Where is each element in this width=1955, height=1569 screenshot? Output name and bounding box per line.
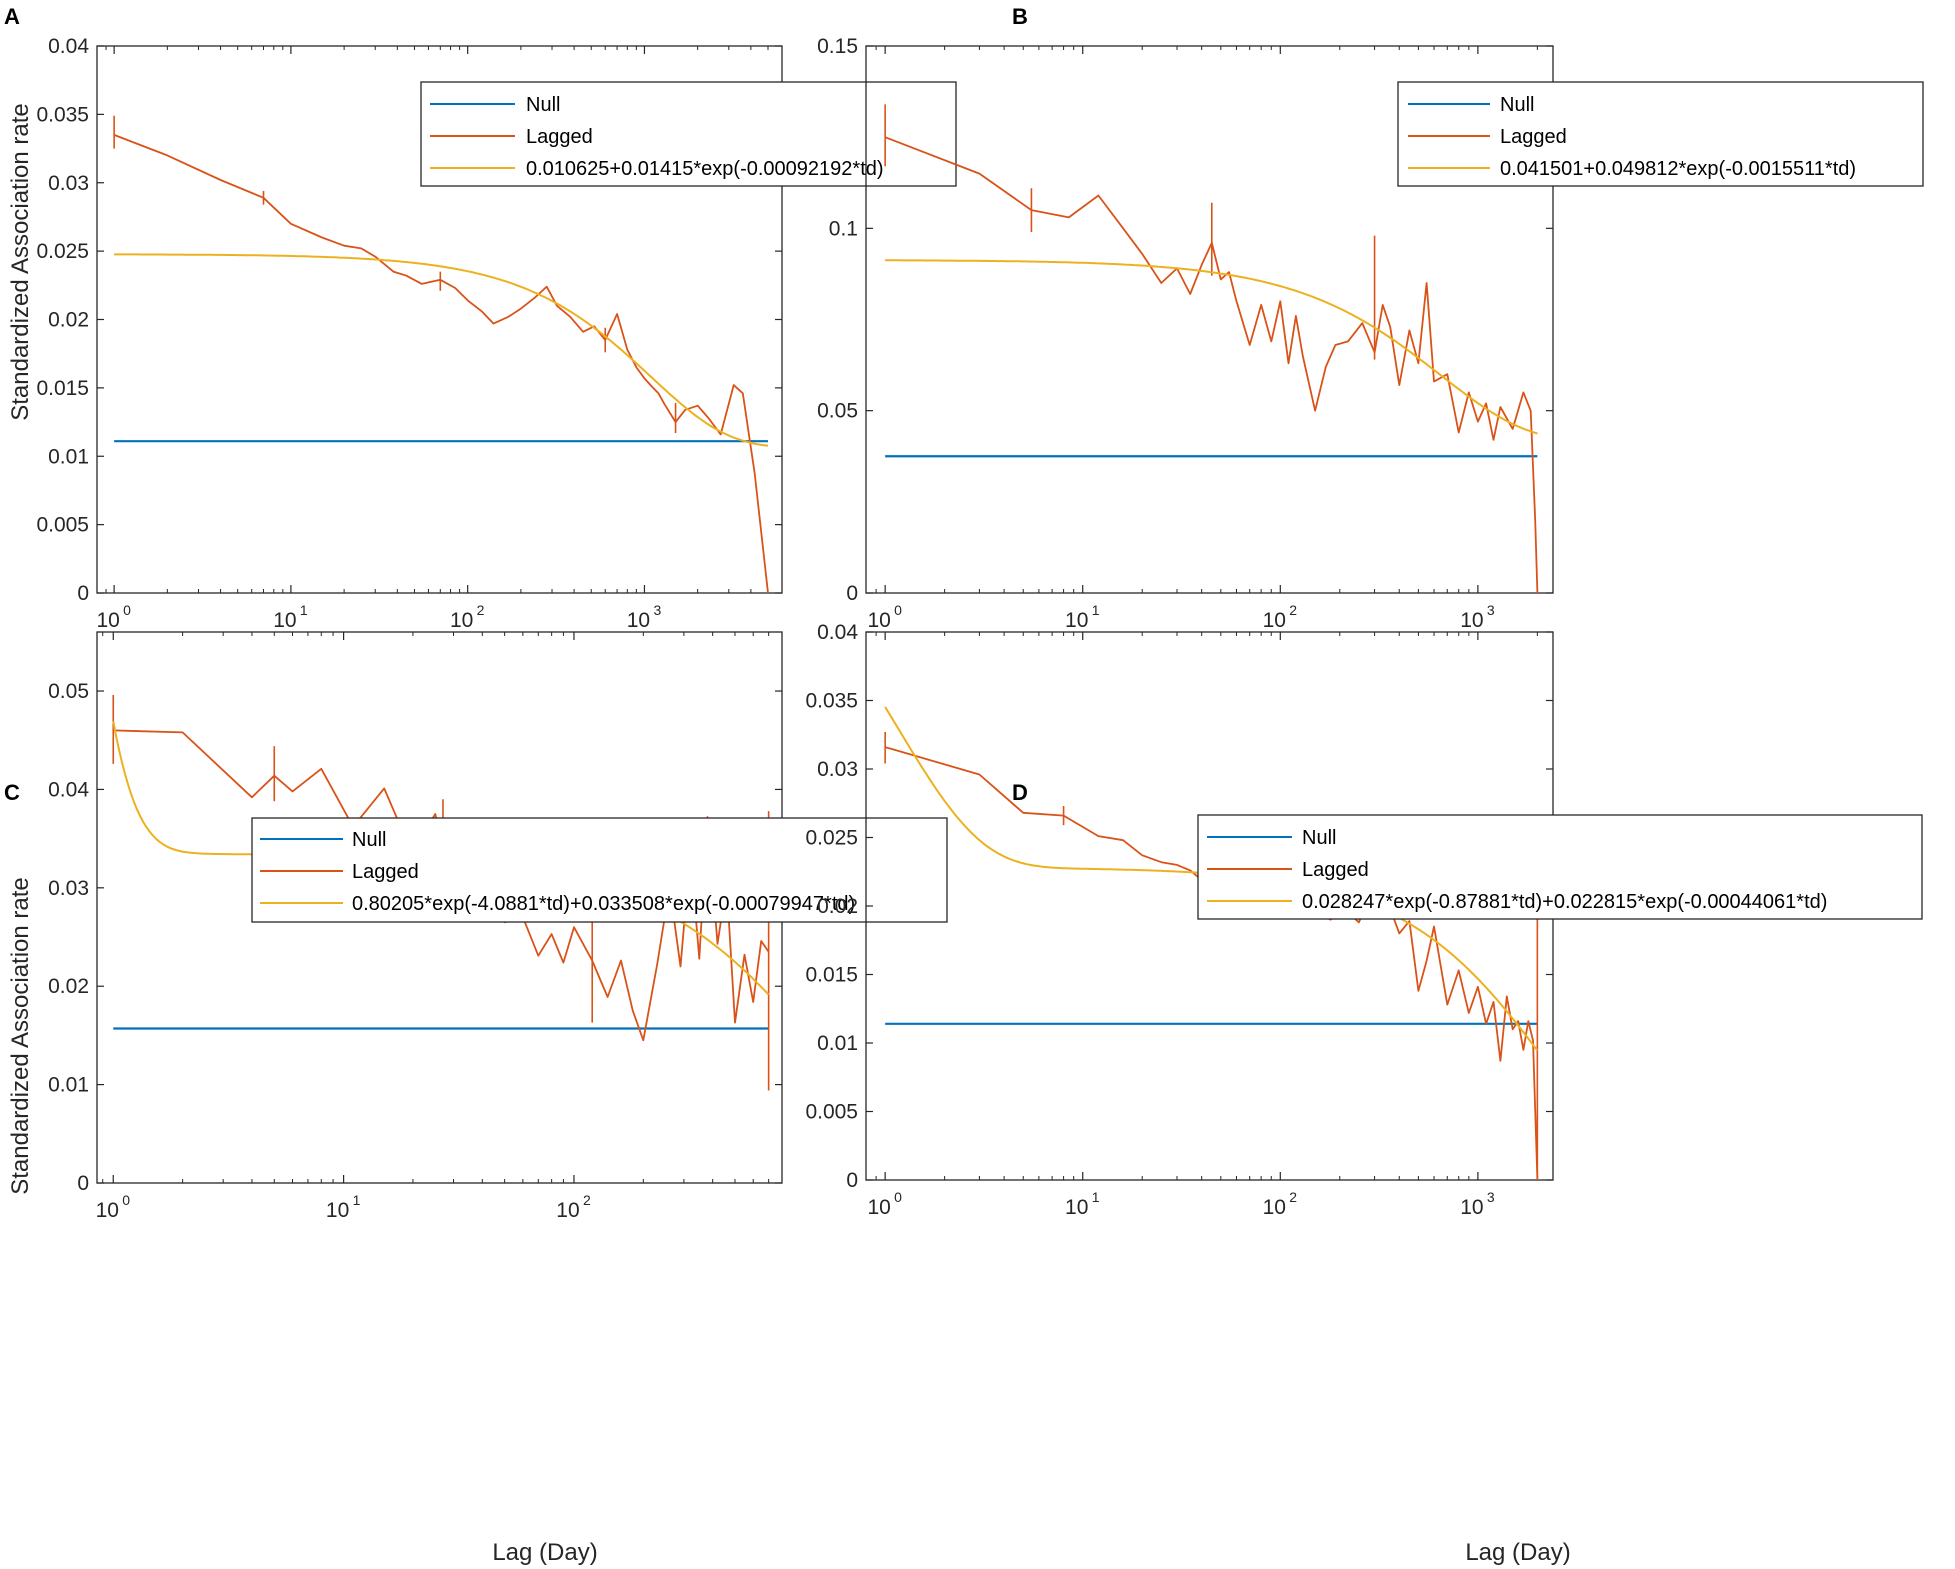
y-tick-label-c: 0.04	[48, 778, 89, 801]
x-tick-label-c: 10	[326, 1199, 349, 1222]
y-tick-label-c: 0.02	[48, 975, 89, 998]
x-axis-label-c: Lag (Day)	[492, 1539, 597, 1566]
axes-box-b	[865, 45, 1554, 594]
x-tick-exponent-d: 0	[894, 1189, 902, 1205]
x-tick-label-c: 10	[96, 1199, 119, 1222]
y-tick-label-c: 0.03	[48, 877, 89, 900]
x-tick-exponent-a: 2	[477, 602, 485, 618]
y-tick-label-a: 0.025	[36, 240, 89, 263]
legend-box-c	[251, 817, 948, 923]
y-tick-label-a: 0	[77, 582, 89, 605]
y-tick-label-d: 0.03	[817, 758, 858, 781]
x-tick-label-b: 10	[1065, 609, 1088, 632]
x-tick-label-c: 10	[556, 1199, 579, 1222]
y-tick-label-a: 0.02	[48, 309, 89, 332]
legend-a: Null Lagged 0.010625+0.01415*exp(-0.0009…	[420, 81, 957, 187]
x-tick-exponent-c: 1	[353, 1192, 361, 1208]
legend-label-lagged-c: Lagged	[352, 861, 419, 883]
legend-d: Null Lagged 0.028247*exp(-0.87881*td)+0.…	[1197, 814, 1923, 920]
x-tick-label-b: 10	[1263, 609, 1286, 632]
y-tick-label-a: 0.01	[48, 445, 89, 468]
x-tick-label-d: 10	[1460, 1196, 1483, 1219]
x-tick-exponent-d: 2	[1289, 1189, 1297, 1205]
x-tick-exponent-c: 0	[122, 1192, 130, 1208]
x-tick-exponent-a: 0	[123, 602, 131, 618]
y-tick-label-b: 0.05	[817, 400, 858, 423]
y-tick-label-d: 0.035	[805, 690, 858, 713]
panel-letter-c: C	[4, 780, 20, 805]
y-tick-label-c: 0.01	[48, 1074, 89, 1097]
y-tick-label-b: 0	[846, 582, 858, 605]
x-tick-exponent-a: 1	[300, 602, 308, 618]
y-tick-label-d: 0.01	[817, 1032, 858, 1055]
fit-curve-b	[885, 259, 1538, 435]
y-tick-label-a: 0.04	[48, 35, 89, 58]
y-axis-label-c: Standardized Association rate	[7, 877, 34, 1195]
y-tick-label-a: 0.015	[36, 377, 89, 400]
legend-label-null-a: Null	[526, 94, 560, 116]
y-tick-label-d: 0.015	[805, 964, 858, 987]
x-tick-label-a: 10	[450, 609, 473, 632]
legend-label-fit-d: 0.028247*exp(-0.87881*td)+0.022815*exp(-…	[1302, 891, 1827, 913]
y-tick-label-d: 0.04	[817, 621, 858, 644]
y-tick-label-c: 0	[77, 1172, 89, 1195]
legend-label-null-b: Null	[1500, 94, 1534, 116]
x-tick-exponent-b: 3	[1487, 602, 1495, 618]
x-tick-label-a: 10	[96, 609, 119, 632]
x-tick-label-a: 10	[273, 609, 296, 632]
y-tick-label-d: 0.005	[805, 1101, 858, 1124]
y-tick-label-b: 0.15	[817, 35, 858, 58]
legend-label-fit-a: 0.010625+0.01415*exp(-0.00092192*td)	[526, 158, 884, 180]
y-tick-label-d: 0.025	[805, 827, 858, 850]
x-tick-exponent-c: 2	[583, 1192, 591, 1208]
x-tick-label-d: 10	[1065, 1196, 1088, 1219]
legend-label-lagged-d: Lagged	[1302, 859, 1369, 881]
panel-letter-b: B	[1012, 4, 1028, 29]
x-tick-exponent-d: 3	[1487, 1189, 1495, 1205]
legend-label-null-d: Null	[1302, 827, 1336, 849]
x-tick-label-b: 10	[867, 609, 890, 632]
y-tick-label-d: 0.02	[817, 895, 858, 918]
legend-label-fit-b: 0.041501+0.049812*exp(-0.0015511*td)	[1500, 158, 1856, 180]
y-tick-label-b: 0.1	[829, 217, 858, 240]
panel-letter-d: D	[1012, 780, 1028, 805]
x-tick-exponent-a: 3	[653, 602, 661, 618]
x-tick-label-d: 10	[867, 1196, 890, 1219]
legend-c: Null Lagged 0.80205*exp(-4.0881*td)+0.03…	[251, 817, 948, 923]
x-tick-exponent-b: 1	[1092, 602, 1100, 618]
legend-b: Null Lagged 0.041501+0.049812*exp(-0.001…	[1397, 81, 1924, 187]
panel-d: D 0 0.005 0.01 0.015 0.02 0.025 0.03 0.035 0.04 1…	[805, 621, 1923, 1566]
y-tick-label-c: 0.05	[48, 680, 89, 703]
y-axis-label-a: Standardized Association rate	[7, 103, 34, 421]
panel-letter-a: A	[4, 4, 20, 29]
x-tick-exponent-d: 1	[1092, 1189, 1100, 1205]
x-tick-label-b: 10	[1460, 609, 1483, 632]
x-tick-exponent-b: 0	[894, 602, 902, 618]
x-tick-label-d: 10	[1263, 1196, 1286, 1219]
x-tick-exponent-b: 2	[1289, 602, 1297, 618]
x-tick-label-a: 10	[627, 609, 650, 632]
y-tick-label-a: 0.03	[48, 172, 89, 195]
legend-label-null-c: Null	[352, 829, 386, 851]
lagged-series-line-b	[884, 136, 1539, 594]
legend-label-lagged-a: Lagged	[526, 126, 593, 148]
y-tick-label-d: 0	[846, 1169, 858, 1192]
legend-label-fit-c: 0.80205*exp(-4.0881*td)+0.033508*exp(-0.…	[352, 893, 855, 915]
x-axis-label-d: Lag (Day)	[1465, 1539, 1570, 1566]
panel-a: A 0 0.005 0.01 0.015 0.02 0.025 0.03 0.035 0.04 1…	[4, 4, 957, 632]
legend-label-lagged-b: Lagged	[1500, 126, 1567, 148]
legend-box-d	[1197, 814, 1923, 920]
fit-curve-a	[114, 253, 769, 447]
y-tick-label-a: 0.035	[36, 103, 89, 126]
y-tick-label-a: 0.005	[36, 514, 89, 537]
